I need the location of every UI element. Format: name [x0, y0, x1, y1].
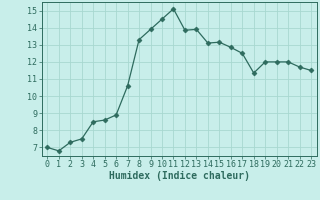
X-axis label: Humidex (Indice chaleur): Humidex (Indice chaleur): [109, 171, 250, 181]
